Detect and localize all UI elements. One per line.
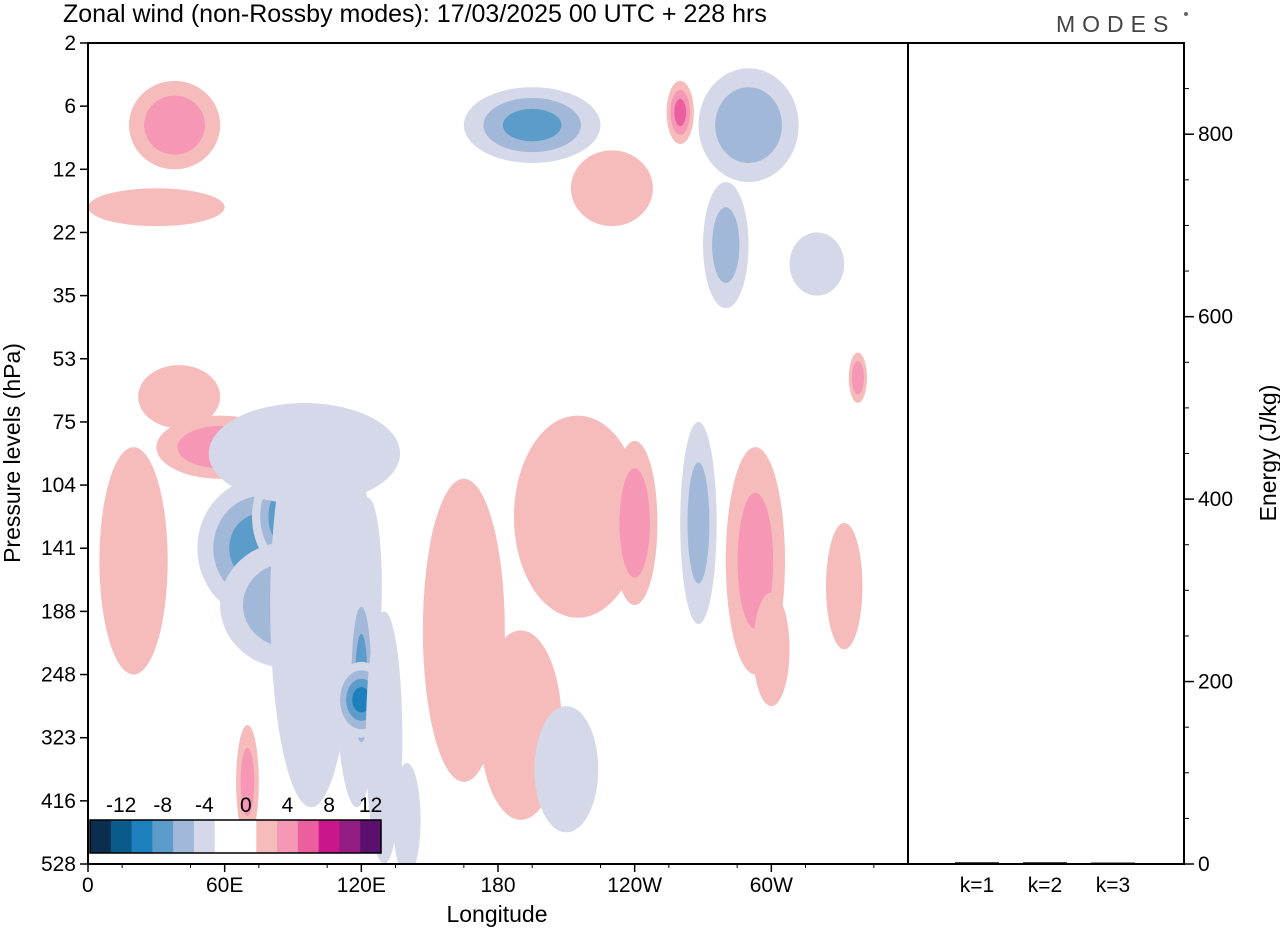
y-tick-label: 53	[53, 348, 76, 371]
y-tick-label: 6	[64, 95, 76, 118]
colorbar-label: 12	[359, 794, 382, 817]
colorbar-label: -12	[106, 794, 136, 817]
colorbar-swatch	[152, 820, 174, 853]
x-axis-label: Longitude	[446, 901, 547, 927]
x-tick-label: 180	[480, 874, 515, 897]
logo-registered-mark	[1184, 12, 1188, 16]
wind-anomaly-cell	[687, 462, 710, 584]
y-tick-label: 416	[41, 790, 76, 813]
colorbar-swatch	[173, 820, 195, 853]
y-tick-label: 528	[41, 853, 76, 876]
colorbar-swatch	[318, 820, 340, 853]
y-tick-label: 35	[53, 285, 76, 308]
y-tick-label: 248	[41, 664, 76, 687]
colorbar-swatch	[214, 820, 236, 853]
wind-anomaly-cell	[88, 188, 225, 227]
colorbar-swatch	[360, 820, 382, 853]
colorbar-label: -4	[195, 794, 214, 817]
wind-anomaly-cell	[619, 468, 650, 578]
energy-category-label: k=3	[1096, 874, 1130, 897]
wind-anomaly-cell	[712, 207, 740, 283]
colorbar-label: 4	[282, 794, 294, 817]
y-tick-label: 22	[53, 221, 76, 244]
colorbar-swatch	[131, 820, 153, 853]
x-tick-label: 120E	[337, 874, 386, 897]
wind-anomaly-cell	[737, 492, 774, 630]
wind-anomaly-cell	[138, 365, 221, 429]
colorbar-frame	[89, 819, 382, 854]
y-tick-label: 188	[41, 600, 76, 623]
energy-tick-label: 200	[1198, 671, 1233, 694]
wind-anomaly-cell	[352, 687, 371, 713]
wind-anomaly-cell	[534, 706, 599, 833]
colorbar-label: 8	[323, 794, 335, 817]
colorbar: -12 -8 -4 0 4 8 12	[89, 794, 382, 854]
chart-title: Zonal wind (non-Rossby modes): 17/03/202…	[63, 0, 767, 28]
energy-tick-label: 0	[1198, 853, 1210, 876]
wind-anomaly-cell	[365, 611, 403, 864]
wind-anomaly-cell	[674, 98, 687, 127]
colorbar-swatch	[256, 820, 278, 853]
wind-anomaly-cell	[144, 95, 205, 155]
colorbar-swatch	[339, 820, 361, 853]
y-tick-label: 75	[53, 411, 76, 434]
wind-anomaly-cell	[789, 232, 845, 296]
y-tick-label: 141	[41, 537, 76, 560]
modes-logo: MODES	[1056, 11, 1175, 37]
energy-panel-frame	[907, 42, 1185, 865]
colorbar-swatch	[277, 820, 299, 853]
wind-anomaly-cell	[208, 402, 401, 505]
colorbar-swatch	[235, 820, 257, 853]
energy-tick-label: 600	[1198, 306, 1233, 329]
wind-anomaly-cell	[826, 522, 863, 650]
heatmap-field	[88, 68, 868, 864]
wind-anomaly-cell	[393, 762, 421, 864]
energy-tick-label: 400	[1198, 488, 1233, 511]
wind-anomaly-cell	[715, 87, 782, 163]
colorbar-swatch	[297, 820, 320, 853]
energy-category-label: k=1	[960, 874, 994, 897]
y-tick-label: 12	[53, 158, 76, 181]
x-tick-label: 60W	[750, 874, 793, 897]
y-tick-label: 323	[41, 727, 76, 750]
colorbar-swatch	[90, 820, 112, 853]
colorbar-swatch	[110, 820, 133, 853]
wind-anomaly-cell	[513, 415, 642, 618]
wind-anomaly-cell	[240, 747, 255, 817]
y-axis-label: Pressure levels (hPa)	[0, 343, 25, 563]
energy-tick-label: 800	[1198, 123, 1233, 146]
x-tick-label: 60E	[206, 874, 243, 897]
wind-anomaly-cell	[99, 447, 168, 675]
colorbar-label: 0	[240, 794, 252, 817]
energy-axis-label: Energy (J/kg)	[1255, 385, 1280, 522]
colorbar-label: -8	[153, 794, 172, 817]
colorbar-swatch	[193, 820, 216, 853]
wind-anomaly-cell	[502, 108, 562, 142]
wind-anomaly-cell	[851, 360, 864, 395]
y-tick-label: 104	[41, 474, 76, 497]
energy-category-label: k=2	[1028, 874, 1062, 897]
wind-anomaly-cell	[270, 402, 353, 808]
x-tick-label: 120W	[607, 874, 662, 897]
wind-anomaly-cell	[753, 592, 790, 707]
y-tick-label: 2	[64, 32, 76, 55]
x-tick-label: 0	[82, 874, 94, 897]
wind-anomaly-cell	[570, 150, 653, 227]
